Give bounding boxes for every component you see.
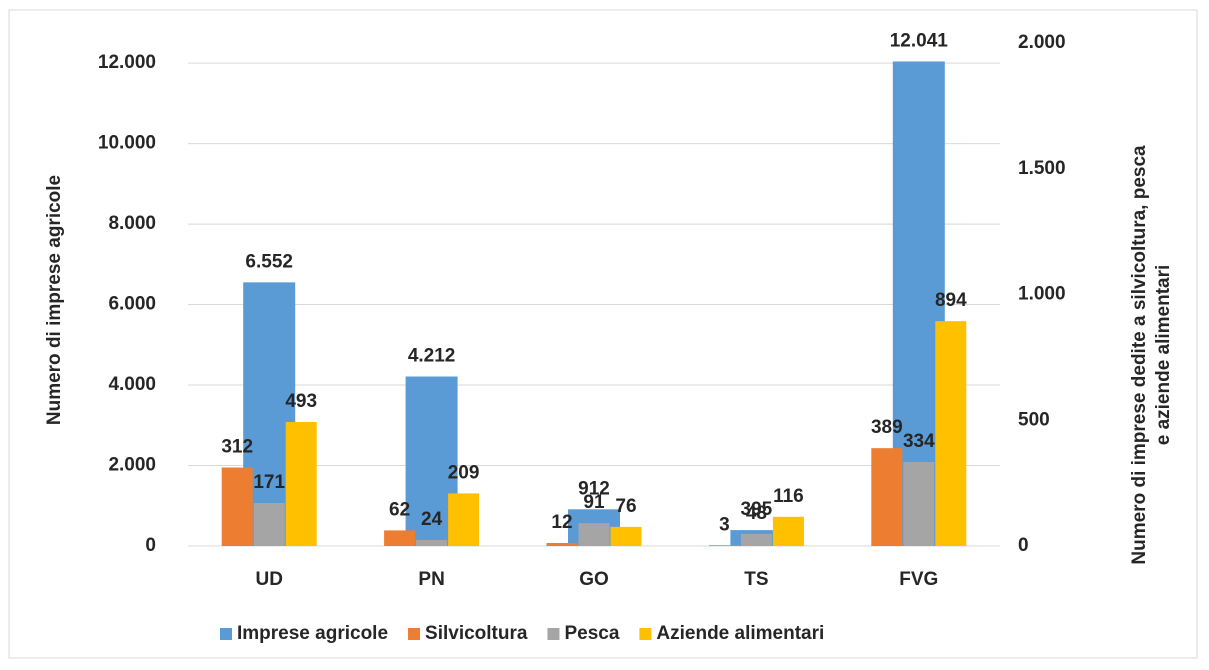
bar bbox=[708, 545, 740, 546]
y2-tick-label: 1.500 bbox=[1018, 158, 1066, 179]
data-label: 6.552 bbox=[245, 251, 293, 272]
y-tick-label: 8.000 bbox=[108, 213, 156, 234]
data-label: 209 bbox=[448, 462, 480, 483]
bar bbox=[546, 542, 578, 546]
data-label: 894 bbox=[935, 290, 967, 311]
legend-swatch bbox=[639, 628, 652, 640]
data-label: 4.212 bbox=[408, 346, 456, 367]
legend-swatch bbox=[408, 628, 421, 640]
legend-label: Silvicoltura bbox=[425, 623, 528, 644]
data-label: 24 bbox=[421, 509, 443, 530]
y-tick-label: 2.000 bbox=[108, 455, 156, 476]
x-tick-label: GO bbox=[579, 569, 609, 590]
data-label: 912 bbox=[578, 478, 610, 499]
data-label: 62 bbox=[389, 499, 410, 520]
bar bbox=[935, 321, 967, 546]
y2-tick-label: 1.000 bbox=[1018, 284, 1066, 305]
bar bbox=[578, 523, 610, 546]
data-label: 48 bbox=[746, 503, 767, 524]
data-label: 12 bbox=[551, 512, 572, 533]
y-tick-label: 12.000 bbox=[98, 52, 156, 73]
data-label: 493 bbox=[285, 391, 317, 412]
bar bbox=[871, 448, 903, 546]
bar bbox=[253, 502, 285, 546]
bar bbox=[448, 493, 480, 546]
legend-label: Aziende alimentari bbox=[656, 623, 824, 644]
y2-axis-title: Numero di imprese dedite a silvicoltura,… bbox=[1129, 145, 1150, 565]
legend-swatch bbox=[547, 628, 560, 640]
data-label: 91 bbox=[583, 492, 605, 513]
y2-tick-label: 2.000 bbox=[1018, 32, 1066, 53]
bar bbox=[221, 467, 253, 546]
legend-swatch bbox=[220, 628, 232, 640]
y-tick-label: 4.000 bbox=[108, 374, 156, 395]
data-label: 389 bbox=[871, 417, 903, 438]
y2-tick-label: 500 bbox=[1018, 409, 1050, 430]
y-tick-label: 6.000 bbox=[108, 294, 156, 315]
data-label: 395 bbox=[741, 499, 773, 520]
legend-label: Pesca bbox=[564, 623, 619, 644]
x-tick-label: UD bbox=[255, 569, 282, 590]
bar bbox=[903, 461, 935, 546]
data-label: 12.041 bbox=[890, 30, 949, 51]
bar bbox=[740, 533, 772, 546]
x-tick-label: PN bbox=[418, 569, 444, 590]
bar bbox=[772, 516, 804, 546]
data-label: 116 bbox=[773, 486, 804, 507]
data-label: 312 bbox=[221, 437, 253, 458]
bar bbox=[610, 526, 642, 546]
y-tick-label: 10.000 bbox=[98, 133, 156, 154]
y2-axis-title: e aziende alimentari bbox=[1153, 265, 1174, 446]
data-label: 76 bbox=[615, 496, 636, 517]
y-axis-title: Numero di imprese agricole bbox=[44, 175, 65, 425]
y-tick-label: 0 bbox=[145, 535, 156, 556]
chart-border bbox=[8, 9, 1198, 659]
bar bbox=[384, 530, 416, 546]
x-tick-label: FVG bbox=[899, 569, 938, 590]
bar bbox=[285, 422, 317, 546]
data-label: 171 bbox=[253, 472, 285, 493]
x-tick-label: TS bbox=[744, 569, 768, 590]
y2-tick-label: 0 bbox=[1018, 535, 1029, 556]
data-label: 334 bbox=[903, 431, 935, 452]
legend-label: Imprese agricole bbox=[237, 623, 388, 644]
data-label: 3 bbox=[719, 514, 730, 535]
bar bbox=[416, 539, 448, 546]
